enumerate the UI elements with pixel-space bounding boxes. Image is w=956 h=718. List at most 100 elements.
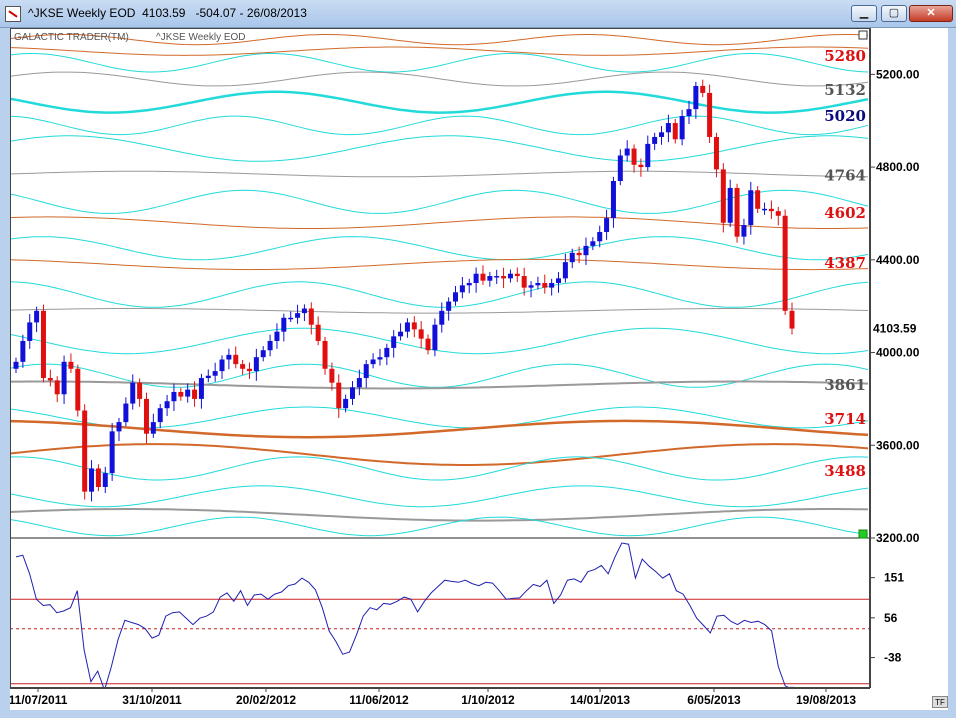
candle-body (246, 368, 252, 372)
candle-body (755, 190, 761, 209)
osc-tick-label: 151 (884, 571, 904, 585)
level-label: 3861 (824, 376, 866, 394)
cycle-curve (9, 327, 869, 355)
candle-body (61, 361, 67, 395)
chart-area[interactable]: 5280 5132 5020 4764 4602 4387 3861 3714 3488 GAL… (9, 28, 870, 692)
price-axis[interactable]: 4103.59 3200.00 3600.00 4000.00 4400.00 4800… (870, 28, 948, 688)
candle-body (665, 123, 671, 133)
candle-body (439, 310, 445, 325)
level-label: 4764 (824, 166, 866, 184)
maximize-icon: ▢ (888, 7, 900, 19)
oscillator-panel (10, 542, 870, 692)
candle-body (192, 389, 198, 399)
candle-body (404, 322, 410, 332)
panel-resize-handle-top[interactable] (858, 30, 868, 40)
cycle-curve (10, 380, 869, 390)
candle-body (425, 338, 431, 351)
time-tick-label: 1/10/2012 (461, 693, 515, 707)
candle-body (47, 378, 53, 381)
cycle-curve (9, 71, 869, 87)
candle-body (315, 324, 321, 341)
candle-body (233, 354, 239, 365)
time-tick-label: 11/07/2011 (10, 693, 68, 707)
candle-body (34, 310, 40, 323)
level-label: 5020 (824, 107, 866, 125)
cycle-curve (9, 258, 869, 271)
candle-body (432, 324, 438, 351)
level-label: 3714 (824, 410, 866, 428)
close-button[interactable]: ✕ (909, 5, 953, 22)
candle-body (143, 398, 149, 434)
cycle-curve (9, 135, 869, 162)
candle-body (123, 403, 129, 423)
candle-body (356, 378, 362, 388)
cycle-curve (9, 508, 869, 522)
level-label: 3488 (824, 462, 866, 480)
candle-body (295, 313, 301, 318)
time-tick-label: 31/10/2011 (122, 693, 182, 707)
candle-body (109, 431, 115, 474)
candle-body (343, 398, 349, 409)
time-axis[interactable]: 11/07/2011 31/10/2011 20/02/2012 11/06/2012… (9, 688, 870, 710)
cycle-curve (9, 308, 869, 314)
candle-body (645, 143, 651, 168)
candle-body (260, 350, 266, 358)
chart-header-left: GALACTIC TRADER(TM) (14, 32, 129, 43)
cycle-curve (9, 90, 869, 114)
candle-body (349, 387, 355, 399)
candle-body (638, 164, 644, 168)
timeframe-button[interactable]: TF (932, 696, 948, 708)
candle-body (301, 308, 307, 314)
minimize-icon: ▁ (859, 7, 869, 19)
candle-body (501, 276, 507, 279)
panel-resize-handle-bottom[interactable] (858, 529, 868, 539)
time-tick-label: 11/06/2012 (349, 693, 409, 707)
price-axis-svg: 4103.59 3200.00 3600.00 4000.00 4400.00 4800… (870, 28, 920, 688)
candle-body (171, 391, 177, 402)
candle-body (652, 136, 658, 144)
maximize-button[interactable]: ▢ (881, 5, 907, 22)
candle-body (569, 252, 575, 263)
osc-tick-label: 56 (884, 611, 898, 625)
candle-body (631, 148, 637, 165)
time-tick-label: 6/05/2013 (687, 693, 741, 707)
cycle-curve (9, 115, 869, 136)
candle-body (205, 375, 211, 379)
candle-body (20, 340, 26, 362)
candle-body (590, 241, 596, 246)
candle-body (700, 85, 706, 93)
candle-body (748, 190, 754, 226)
candle-body (240, 364, 246, 369)
chart-plot[interactable]: 5280 5132 5020 4764 4602 4387 3861 3714 3488 GAL… (9, 28, 870, 692)
level-label: 5132 (824, 81, 866, 99)
candle-body (219, 359, 225, 372)
time-tick-label: 19/08/2013 (796, 693, 856, 707)
candle-body (274, 331, 280, 341)
candle-body (150, 422, 156, 434)
time-tick-label: 20/02/2012 (236, 693, 296, 707)
candle-body (322, 340, 328, 369)
candle-body (164, 401, 170, 409)
candle-body (659, 132, 665, 137)
candle-body (226, 354, 232, 360)
candle-body (75, 368, 81, 411)
cycle-curve (9, 46, 869, 56)
candle-body (13, 361, 19, 369)
candle-body (679, 116, 685, 140)
candle-body (597, 232, 603, 242)
candle-body (610, 181, 616, 219)
price-tick-label: 4400.00 (876, 253, 920, 267)
candle-body (741, 225, 747, 237)
candle-body (308, 308, 314, 325)
candle-body (576, 252, 582, 256)
price-tick-label: 4000.00 (876, 346, 920, 360)
candle-body (775, 211, 781, 216)
minimize-button[interactable]: ▁ (851, 5, 877, 22)
candle-body (68, 361, 74, 369)
last-price-label: 4103.59 (873, 322, 917, 336)
window-left-border (0, 28, 10, 718)
cycle-curve (9, 456, 869, 481)
chart-header-right: ^JKSE Weekly EOD (156, 32, 246, 43)
candle-body (480, 273, 486, 281)
candle-body (514, 273, 520, 277)
